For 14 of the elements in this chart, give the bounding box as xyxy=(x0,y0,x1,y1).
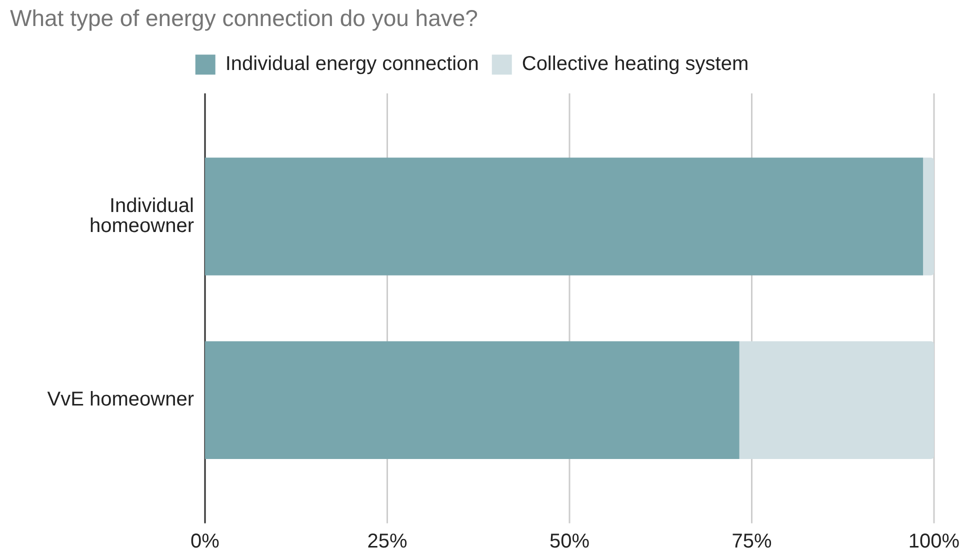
x-tick-label: 75% xyxy=(732,530,772,553)
x-tick-label: 25% xyxy=(367,530,408,553)
chart-title: What type of energy connection do you have? xyxy=(10,5,478,32)
x-tick-label: 100% xyxy=(908,530,960,553)
bar xyxy=(205,341,740,460)
bar xyxy=(205,158,924,276)
bar xyxy=(739,341,934,460)
y-tick-label: VvE homeowner xyxy=(47,388,194,411)
y-tick-label: Individual homeowner xyxy=(89,194,194,237)
legend-label: Collective heating system xyxy=(522,53,749,76)
bar xyxy=(923,158,934,276)
x-tick-label: 50% xyxy=(549,530,590,553)
x-tick-label: 0% xyxy=(190,530,220,553)
legend-label: Individual energy connection xyxy=(225,53,479,76)
